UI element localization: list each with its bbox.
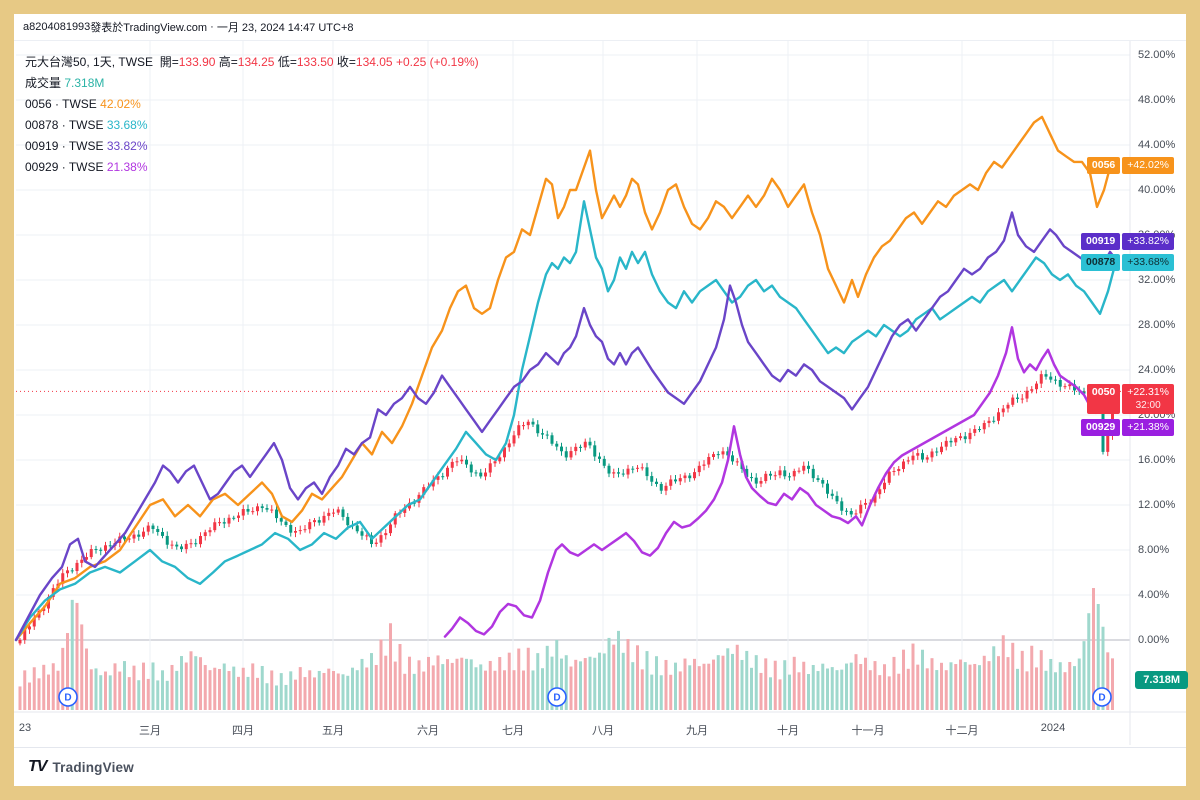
- price-tag-value: +42.02%: [1122, 157, 1174, 174]
- price-tag-symbol: 0050: [1086, 384, 1121, 414]
- y-axis-tick: 16.00%: [1138, 454, 1176, 466]
- attribution-bar: a8204081993 發表於TradingView.com · 一月 23, 2…: [14, 14, 1186, 41]
- x-axis-tick: 七月: [502, 725, 524, 737]
- price-tag-symbol: 0056: [1086, 157, 1121, 174]
- y-axis-tick: 32.00%: [1138, 274, 1176, 286]
- volume-label: 成交量: [25, 76, 62, 90]
- y-axis-tick: 40.00%: [1138, 184, 1176, 196]
- y-axis-tick: 48.00%: [1138, 94, 1176, 106]
- y-axis-tick: 0.00%: [1138, 634, 1170, 646]
- compare-value: 33.82%: [103, 139, 148, 153]
- x-axis-tick: 八月: [592, 725, 614, 737]
- x-axis-tick: 三月: [139, 725, 161, 737]
- snapshot-datetime: 一月 23, 2024 14:47 UTC+8: [216, 22, 354, 34]
- volume-scale-tag: 7.318M: [1135, 671, 1188, 689]
- x-axis-tick: 九月: [686, 725, 708, 737]
- price-tag-symbol: 00929: [1081, 419, 1121, 436]
- legend-compare-rows: 0056 · TWSE 42.02% 00878 · TWSE 33.68% 009…: [25, 94, 479, 178]
- price-tag-00919: 00919 +33.82%: [1081, 233, 1174, 250]
- legend-compare-row-00919[interactable]: 00919 · TWSE 33.82%: [25, 136, 479, 157]
- x-axis-tick: 23: [18, 722, 32, 734]
- published-on-text: 發表於TradingView.com: [90, 22, 208, 34]
- ohlc-open: 開=133.90: [159, 55, 216, 69]
- footer-bar: TV TradingView: [14, 747, 1186, 786]
- x-axis-tick: 五月: [322, 725, 344, 737]
- price-tag-value: +33.82%: [1122, 233, 1174, 250]
- price-tag-0056: 0056 +42.02%: [1086, 157, 1174, 174]
- price-change: +0.25 (+0.19%): [395, 55, 479, 69]
- compare-symbol: 0056 · TWSE: [25, 97, 97, 111]
- price-tag-symbol: 00919: [1081, 233, 1121, 250]
- y-axis-tick: 44.00%: [1138, 139, 1176, 151]
- compare-value: 33.68%: [103, 118, 148, 132]
- symbol-title: 元大台灣50, 1天, TWSE: [25, 55, 154, 69]
- x-axis-tick: 十月: [777, 725, 799, 737]
- x-axis-tick: 六月: [417, 725, 439, 737]
- compare-value: 42.02%: [96, 97, 141, 111]
- tradingview-logo-icon[interactable]: TV: [28, 758, 47, 775]
- y-axis-tick: 8.00%: [1138, 544, 1170, 556]
- author-name[interactable]: a8204081993: [23, 21, 91, 33]
- legend-compare-row-00929[interactable]: 00929 · TWSE 21.38%: [25, 157, 479, 178]
- tradingview-brand-text[interactable]: TradingView: [52, 759, 134, 775]
- price-tag-value: +22.31% 32:00: [1122, 384, 1174, 414]
- x-axis-tick: 四月: [232, 725, 254, 737]
- compare-value: 21.38%: [103, 160, 148, 174]
- ohlc-low: 低=133.50: [277, 55, 334, 69]
- legend-compare-row-0056[interactable]: 0056 · TWSE 42.02%: [25, 94, 479, 115]
- y-axis-tick: 4.00%: [1138, 589, 1170, 601]
- price-tag-0050: 0050 +22.31% 32:00: [1086, 384, 1174, 414]
- price-tag-00878: 00878 +33.68%: [1081, 254, 1174, 271]
- legend-compare-row-00878[interactable]: 00878 · TWSE 33.68%: [25, 115, 479, 136]
- price-tag-value: +33.68%: [1122, 254, 1174, 271]
- price-tag-value: +21.38%: [1122, 419, 1174, 436]
- x-axis-tick: 十二月: [945, 725, 979, 737]
- volume-value: 7.318M: [64, 76, 105, 90]
- ohlc-high: 高=134.25: [218, 55, 275, 69]
- price-tag-symbol: 00878: [1081, 254, 1121, 271]
- y-axis-tick: 52.00%: [1138, 49, 1176, 61]
- price-tag-00929: 00929 +21.38%: [1081, 419, 1174, 436]
- chart-legend: 元大台灣50, 1天, TWSE 開=133.90 高=134.25 低=133…: [25, 52, 479, 178]
- header-separator: ·: [207, 21, 217, 33]
- legend-main-row[interactable]: 元大台灣50, 1天, TWSE 開=133.90 高=134.25 低=133…: [25, 52, 479, 73]
- compare-symbol: 00919 · TWSE: [25, 139, 104, 153]
- x-axis-tick: 2024: [1040, 722, 1066, 734]
- compare-symbol: 00878 · TWSE: [25, 118, 104, 132]
- compare-symbol: 00929 · TWSE: [25, 160, 104, 174]
- y-axis-tick: 12.00%: [1138, 499, 1176, 511]
- legend-volume-row[interactable]: 成交量 7.318M: [25, 73, 479, 94]
- y-axis-tick: 24.00%: [1138, 364, 1176, 376]
- ohlc-close: 收=134.05: [336, 55, 393, 69]
- y-axis-tick: 28.00%: [1138, 319, 1176, 331]
- x-axis-tick: 十一月: [851, 725, 885, 737]
